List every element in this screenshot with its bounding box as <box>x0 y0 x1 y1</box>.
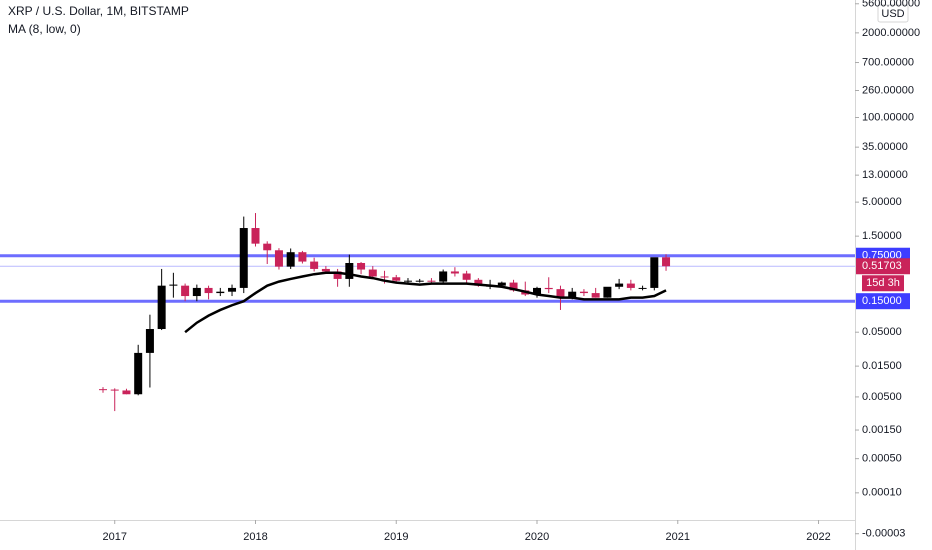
x-tick-label: 2020 <box>525 531 549 543</box>
candle-body <box>509 282 518 291</box>
chart-title: XRP / U.S. Dollar, 1M, BITSTAMP <box>8 4 189 18</box>
y-tick-label: 2000.00000 <box>862 27 920 39</box>
candle-body <box>345 262 354 279</box>
last-price-label: 0.51703 <box>862 260 902 272</box>
y-tick-label: 5600.00000 <box>862 0 920 10</box>
moving-average-line <box>184 271 667 334</box>
candle-body <box>263 243 272 251</box>
candle-body <box>321 268 330 272</box>
candle-body <box>638 287 647 289</box>
candle-body <box>533 287 542 295</box>
y-tick-label: 0.00500 <box>862 391 902 403</box>
candle-body <box>204 287 213 294</box>
x-tick-label: 2018 <box>243 531 267 543</box>
candle-body <box>239 228 248 288</box>
candle-body <box>134 352 143 395</box>
x-tick-label: 2017 <box>102 531 126 543</box>
y-tick-label: 5.00000 <box>862 196 902 208</box>
y-tick-label: 0.00010 <box>862 487 902 499</box>
y-tick-label: 1.50000 <box>862 230 902 242</box>
candle-body <box>591 293 600 298</box>
candle-body <box>615 283 624 287</box>
y-tick-label: 0.00050 <box>862 453 902 465</box>
candle-body <box>251 228 260 244</box>
countdown-label: 15d 3h <box>866 277 900 289</box>
candle-body <box>274 250 283 267</box>
x-tick-label: 2021 <box>666 531 690 543</box>
y-tick-label: -0.00003 <box>862 528 905 540</box>
candle-body <box>357 262 366 270</box>
candle-body <box>662 257 671 267</box>
y-tick-label: 0.01500 <box>862 360 902 372</box>
y-tick-label: 35.00000 <box>862 141 908 153</box>
candle-body <box>427 280 436 282</box>
candle-body <box>450 271 459 274</box>
candle-body <box>122 390 131 395</box>
candle-body <box>368 269 377 277</box>
countdown-tag <box>862 275 904 292</box>
candle-body <box>181 285 190 297</box>
candle-body <box>145 329 154 353</box>
candle-body <box>286 252 295 267</box>
candle-body <box>650 257 659 288</box>
y-tick-label: 100.00000 <box>862 111 914 123</box>
candle-body <box>544 287 553 290</box>
candle-body <box>474 279 483 286</box>
currency-box[interactable] <box>877 4 909 23</box>
candle-body <box>110 389 119 391</box>
candle-body <box>462 273 471 280</box>
candle-body <box>298 252 307 262</box>
y-tick-label: 700.00000 <box>862 56 914 68</box>
candle-body <box>579 291 588 294</box>
candle-body <box>310 261 319 269</box>
candle-body <box>380 276 389 278</box>
candle-body <box>192 287 201 297</box>
currency-label[interactable]: USD <box>881 8 904 20</box>
price-tag-label: 0.15000 <box>862 295 902 307</box>
candle-body <box>392 277 401 281</box>
price-tag <box>856 293 910 310</box>
x-tick-label: 2019 <box>384 531 408 543</box>
candle-body <box>603 286 612 298</box>
candle-body <box>333 271 342 279</box>
y-tick-label: 13.00000 <box>862 169 908 181</box>
candle-body <box>216 291 225 294</box>
candle-body <box>439 271 448 282</box>
indicator-label: MA (8, low, 0) <box>8 22 81 36</box>
y-tick-label: 0.05000 <box>862 326 902 338</box>
candle-body <box>626 283 635 288</box>
x-tick-label: 2022 <box>806 531 830 543</box>
candle-body <box>99 389 107 391</box>
candle-body <box>169 284 178 286</box>
candle-body <box>157 285 166 330</box>
y-tick-label: 260.00000 <box>862 84 914 96</box>
candle-body <box>415 280 424 282</box>
y-tick-label: 0.00150 <box>862 424 902 436</box>
candle-body <box>497 282 506 286</box>
candle-body <box>228 287 237 292</box>
candle-body <box>403 280 412 282</box>
candle-body <box>568 291 577 298</box>
last-price-tag <box>856 258 910 275</box>
candle-body <box>556 289 565 298</box>
